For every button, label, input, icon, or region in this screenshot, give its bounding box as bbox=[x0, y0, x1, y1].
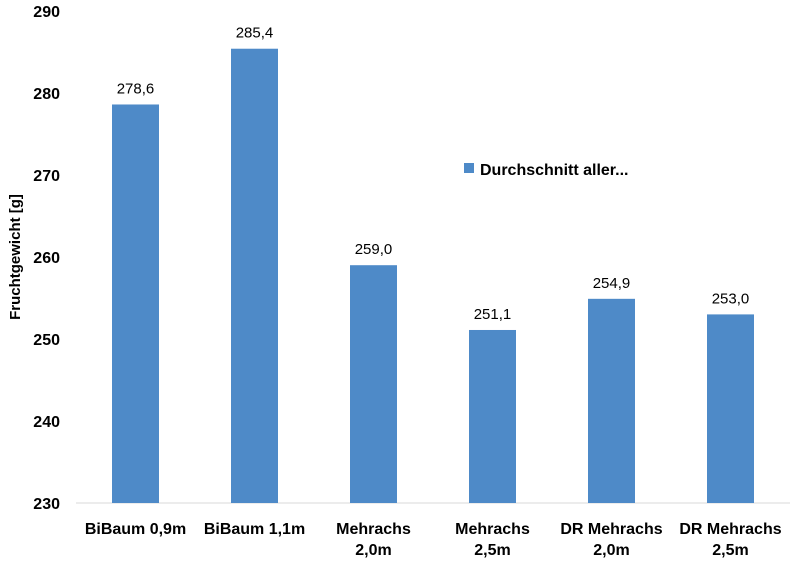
legend: Durchschnitt aller... bbox=[464, 162, 628, 179]
data-label: 251,1 bbox=[474, 306, 512, 323]
y-tick-label: 240 bbox=[33, 414, 60, 431]
x-tick-label: 2,0m bbox=[593, 542, 629, 559]
data-label: 253,0 bbox=[712, 290, 750, 307]
x-tick-label: 2,0m bbox=[355, 542, 391, 559]
bar bbox=[588, 298, 635, 503]
bar bbox=[112, 104, 159, 503]
x-tick-label: 2,5m bbox=[712, 542, 748, 559]
x-tick-label: Mehrachs bbox=[336, 521, 411, 538]
y-tick-label: 280 bbox=[33, 86, 60, 103]
x-tick-label: DR Mehrachs bbox=[679, 521, 781, 538]
y-tick-label: 260 bbox=[33, 250, 60, 267]
x-tick-label: BiBaum 0,9m bbox=[85, 521, 186, 538]
y-axis-label: Fruchtgewicht [g] bbox=[7, 194, 24, 320]
x-axis-ticks: BiBaum 0,9m BiBaum 1,1m Mehrachs 2,0m Mehrac… bbox=[85, 521, 782, 559]
legend-entry-label: Durchschnitt aller... bbox=[480, 162, 628, 179]
bar bbox=[707, 314, 754, 503]
bars bbox=[112, 48, 754, 503]
y-axis-label-group: Fruchtgewicht [g] bbox=[7, 194, 24, 320]
data-label: 278,6 bbox=[117, 80, 155, 97]
y-axis-ticks: 230 240 250 260 270 280 290 bbox=[33, 4, 60, 513]
y-tick-label: 270 bbox=[33, 168, 60, 185]
data-label: 285,4 bbox=[236, 25, 274, 42]
x-tick-label: Mehrachs bbox=[455, 521, 530, 538]
data-label: 254,9 bbox=[593, 275, 631, 292]
bar bbox=[469, 329, 516, 503]
x-tick-label: BiBaum 1,1m bbox=[204, 521, 305, 538]
x-tick-label: DR Mehrachs bbox=[560, 521, 662, 538]
legend-swatch bbox=[464, 163, 474, 173]
y-tick-label: 250 bbox=[33, 332, 60, 349]
data-label: 259,0 bbox=[355, 241, 393, 258]
data-labels: 278,6 285,4 259,0 251,1 254,9 253,0 bbox=[117, 25, 750, 323]
bar bbox=[231, 48, 278, 503]
x-tick-label: 2,5m bbox=[474, 542, 510, 559]
bar bbox=[350, 265, 397, 503]
y-tick-label: 290 bbox=[33, 4, 60, 21]
y-tick-label: 230 bbox=[33, 496, 60, 513]
